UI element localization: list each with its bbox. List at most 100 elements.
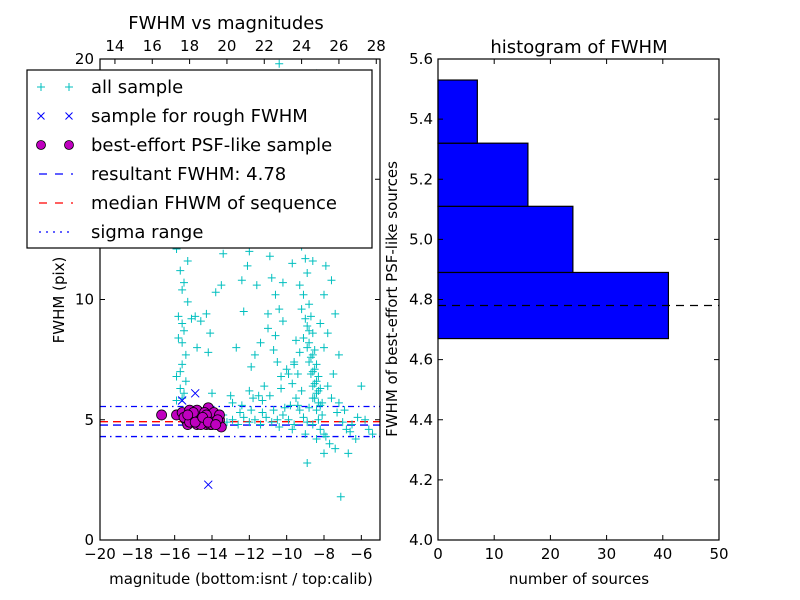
y-tick-label: 4.0 (409, 531, 433, 549)
data-point-x (177, 396, 187, 405)
data-point-plus (264, 324, 272, 333)
data-point-plus (331, 444, 340, 453)
legend-label: sample for rough FWHM (91, 106, 308, 127)
data-point-x (203, 480, 213, 490)
data-point-plus (301, 430, 310, 439)
data-point-plus (305, 403, 314, 412)
legend-plus-icon (37, 83, 45, 91)
data-point-plus (280, 403, 289, 412)
data-point-plus (204, 348, 213, 357)
data-point-plus (250, 350, 259, 359)
data-point-plus (284, 370, 293, 379)
data-point-plus (193, 343, 202, 352)
data-point-circle (182, 409, 194, 421)
x-tick-label: −18 (122, 545, 154, 563)
legend-entry: median FHWM of sequence (39, 193, 337, 214)
data-point-plus (318, 410, 327, 419)
data-point-plus (308, 350, 317, 359)
y-tick-label: 5.0 (409, 230, 433, 248)
data-point-plus (323, 329, 332, 338)
data-point-plus (316, 319, 325, 328)
data-point-circle (156, 409, 168, 421)
data-point-plus (232, 343, 241, 352)
legend-circle-icon (36, 140, 46, 150)
data-point-plus (310, 365, 319, 374)
data-point-plus (305, 358, 314, 367)
data-point-plus (237, 401, 246, 410)
data-point-plus (267, 418, 276, 427)
data-point-plus (273, 415, 282, 424)
data-point-plus (181, 350, 190, 359)
data-point-plus (202, 309, 211, 318)
data-point-plus (267, 273, 276, 282)
data-point-plus (278, 317, 287, 326)
x-tick-label: −14 (196, 545, 228, 563)
data-point-plus (208, 389, 216, 398)
data-point-plus (295, 348, 304, 357)
data-point-plus (247, 406, 256, 415)
data-point-plus (323, 382, 332, 391)
data-point-plus (312, 360, 321, 369)
data-point-circle (210, 419, 222, 430)
data-point-plus (293, 401, 302, 410)
y-tick-label: 0 (84, 531, 94, 549)
data-point-plus (353, 413, 362, 422)
data-point-plus (250, 415, 259, 424)
data-point-plus (211, 288, 220, 297)
top-tick-label: 22 (255, 37, 274, 55)
x-tick-label: 30 (597, 545, 616, 563)
data-point-plus (320, 290, 328, 299)
data-point-plus (346, 427, 355, 436)
data-point-plus (217, 281, 226, 290)
data-point-plus (264, 309, 272, 318)
data-point-plus (181, 377, 190, 386)
data-point-plus (206, 329, 215, 338)
top-tick-label: 28 (367, 37, 386, 55)
data-point-plus (306, 312, 315, 321)
data-point-plus (316, 425, 325, 434)
data-point-plus (288, 259, 297, 268)
x-tick-label: −6 (350, 545, 372, 563)
data-point-plus (348, 420, 356, 429)
x-tick-label: 40 (653, 545, 672, 563)
legend-entry: all sample (37, 77, 183, 98)
data-point-plus (180, 389, 188, 398)
data-point-plus (172, 396, 181, 405)
data-point-plus (303, 459, 312, 468)
data-point-plus (183, 257, 192, 266)
data-point-plus (191, 312, 200, 321)
data-point-plus (293, 370, 302, 379)
data-point-plus (297, 386, 306, 395)
legend-entry: resultant FWHM: 4.78 (39, 164, 286, 185)
data-point-plus (183, 297, 192, 306)
data-point-plus (176, 384, 185, 393)
histogram-title: histogram of FWHM (490, 37, 667, 58)
top-tick-label: 14 (105, 37, 124, 55)
data-point-plus (278, 278, 287, 287)
data-point-plus (299, 290, 308, 299)
data-point-plus (368, 430, 377, 439)
data-point-plus (258, 408, 267, 417)
data-point-plus (258, 396, 267, 405)
data-point-plus (329, 370, 338, 379)
y-tick-label: 5 (84, 411, 94, 429)
legend-entry: sample for rough FWHM (37, 106, 308, 127)
data-point-plus (286, 401, 295, 410)
data-point-plus (275, 59, 284, 68)
data-point-plus (239, 307, 248, 316)
data-point-plus (273, 358, 282, 367)
y-tick-label: 4.2 (409, 471, 433, 489)
top-tick-label: 26 (329, 37, 348, 55)
data-point-plus (277, 372, 286, 381)
data-point-plus (237, 276, 246, 285)
data-point-plus (310, 346, 319, 355)
data-point-plus (318, 398, 327, 407)
scatter-ylabel: FWHM (pix) (50, 257, 68, 344)
data-point-plus (303, 343, 312, 352)
data-point-plus (364, 425, 373, 434)
data-point-plus (245, 386, 254, 395)
data-point-plus (321, 261, 330, 270)
data-point-plus (357, 382, 366, 391)
data-point-plus (247, 362, 256, 371)
